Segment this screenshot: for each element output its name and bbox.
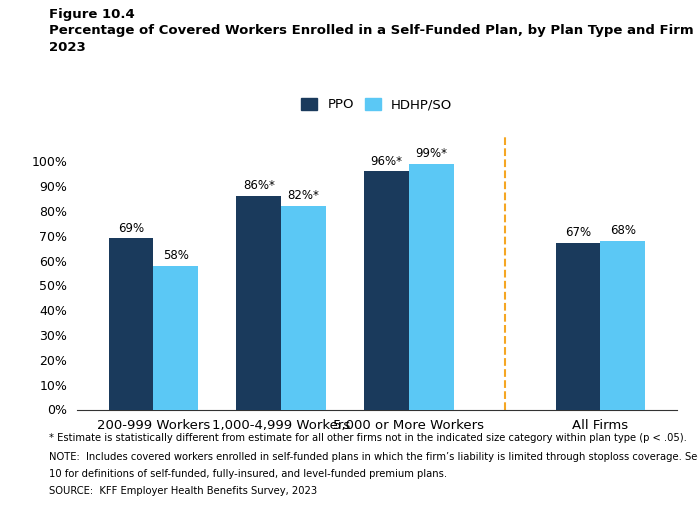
Text: 69%: 69% [118, 222, 144, 235]
Text: 58%: 58% [163, 249, 188, 262]
Bar [109, 238, 154, 410]
Text: 86%*: 86%* [243, 180, 275, 192]
Legend: PPO, HDHP/SO: PPO, HDHP/SO [297, 94, 456, 116]
Bar [364, 171, 409, 410]
Bar [409, 164, 454, 410]
Bar [556, 243, 600, 410]
Text: 2023: 2023 [49, 41, 86, 54]
Bar [154, 266, 198, 410]
Text: 68%: 68% [610, 224, 636, 237]
Text: 10 for definitions of self-funded, fully-insured, and level-funded premium plans: 10 for definitions of self-funded, fully… [49, 469, 447, 479]
Text: NOTE:  Includes covered workers enrolled in self-funded plans in which the firm’: NOTE: Includes covered workers enrolled … [49, 452, 698, 461]
Text: 82%*: 82%* [288, 190, 320, 202]
Bar [237, 196, 281, 410]
Text: SOURCE:  KFF Employer Health Benefits Survey, 2023: SOURCE: KFF Employer Health Benefits Sur… [49, 486, 317, 496]
Bar [600, 241, 645, 410]
Bar [281, 206, 326, 410]
Text: * Estimate is statistically different from estimate for all other firms not in t: * Estimate is statistically different fr… [49, 433, 687, 443]
Text: Figure 10.4: Figure 10.4 [49, 8, 135, 21]
Text: 67%: 67% [565, 226, 591, 239]
Text: 99%*: 99%* [415, 147, 447, 160]
Text: 96%*: 96%* [371, 154, 403, 167]
Text: Percentage of Covered Workers Enrolled in a Self-Funded Plan, by Plan Type and F: Percentage of Covered Workers Enrolled i… [49, 24, 698, 37]
